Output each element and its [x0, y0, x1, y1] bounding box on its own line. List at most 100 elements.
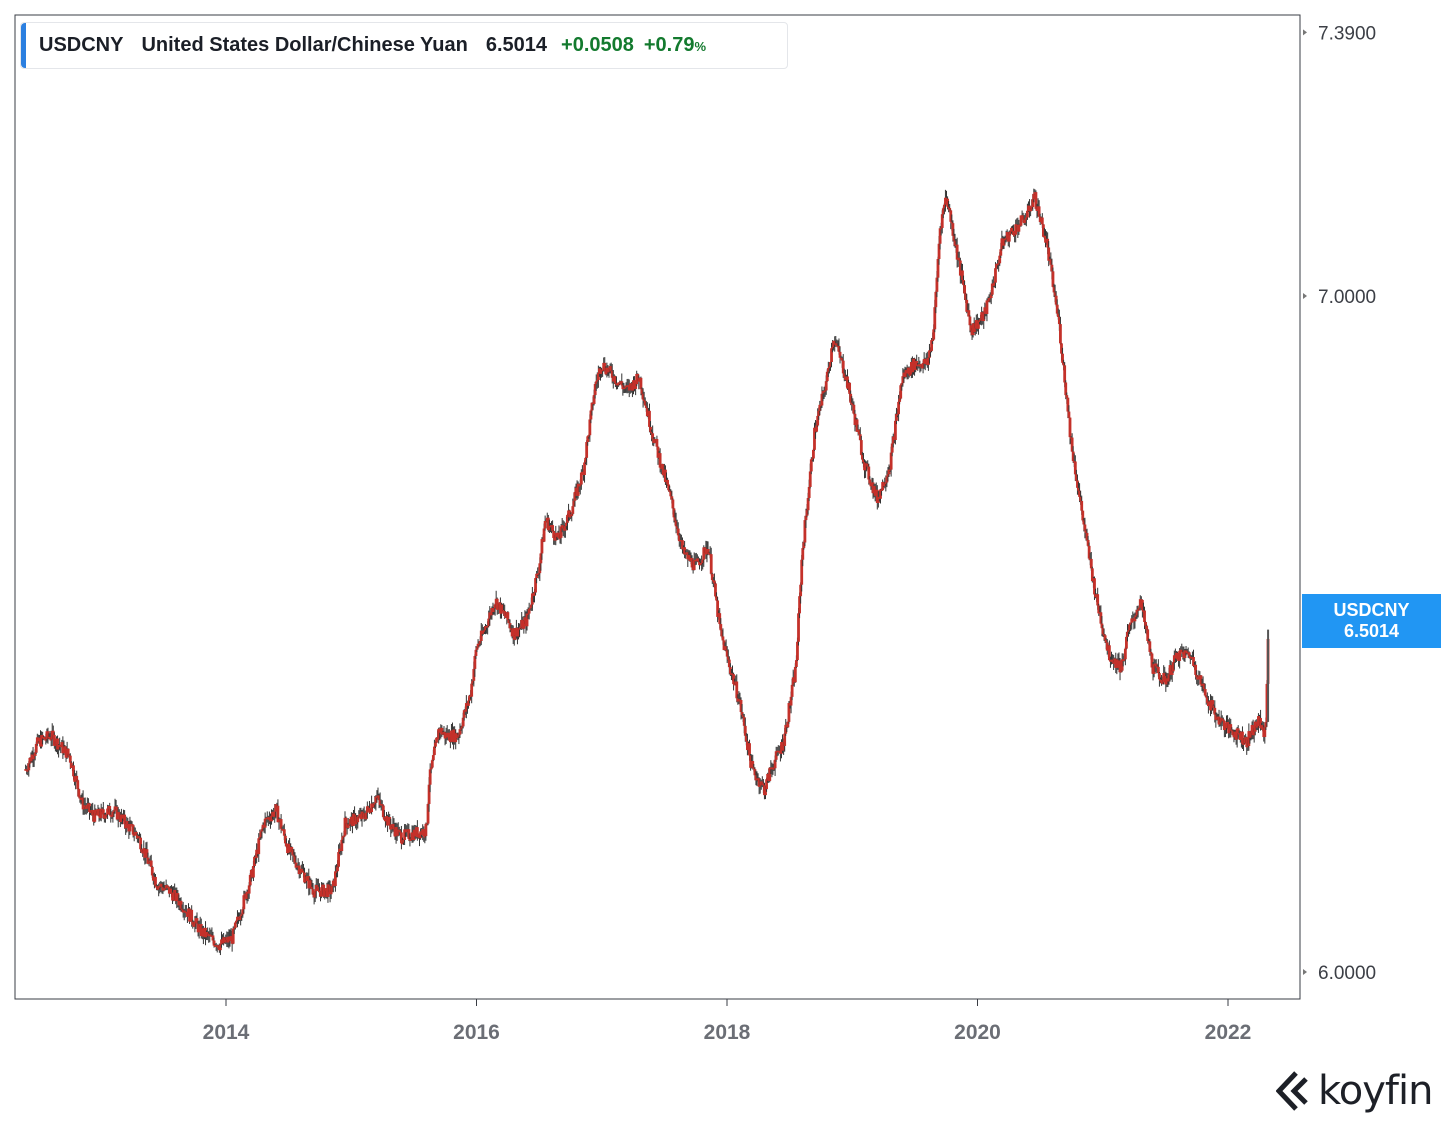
- candle-body: [1264, 722, 1268, 728]
- candle-body: [390, 826, 394, 830]
- candle-body: [1180, 649, 1184, 653]
- candle-body: [977, 321, 980, 329]
- candle-body: [998, 255, 1002, 264]
- candle-body: [634, 384, 638, 389]
- candle-body: [277, 819, 281, 823]
- candle-body: [819, 404, 823, 407]
- candle-body: [176, 893, 180, 901]
- candle-body: [1060, 343, 1063, 354]
- candle-body: [83, 805, 87, 808]
- candle-body: [1143, 610, 1146, 623]
- candle-body: [209, 934, 213, 937]
- candle-body: [713, 580, 716, 584]
- candle-body: [183, 910, 187, 913]
- candle-body: [313, 891, 317, 898]
- candle-body: [1052, 286, 1056, 293]
- candle-body: [799, 584, 803, 597]
- candle-body: [901, 376, 905, 384]
- candle-body: [195, 918, 199, 924]
- candle-body: [718, 613, 722, 625]
- candle-body: [793, 666, 797, 683]
- candle-body: [733, 683, 737, 686]
- candle-body: [979, 319, 982, 321]
- candle-body: [435, 737, 438, 743]
- candle-body: [1087, 545, 1091, 559]
- candle-body: [1021, 215, 1025, 220]
- candle-body: [1202, 683, 1206, 690]
- candle-body: [735, 681, 739, 699]
- candle-body: [1131, 618, 1135, 620]
- candle-body: [138, 836, 141, 838]
- candle-body: [241, 909, 245, 915]
- candle-body: [840, 358, 844, 361]
- candle-body: [989, 294, 993, 299]
- candle-body: [557, 532, 561, 539]
- candle-body: [527, 609, 531, 614]
- candle-body: [365, 806, 369, 813]
- candle-body: [876, 496, 880, 503]
- candle-body: [1123, 648, 1127, 660]
- koyfin-brand[interactable]: koyfin: [1276, 1066, 1433, 1116]
- candle-body: [826, 368, 830, 372]
- legend-last-price: 6.5014: [485, 34, 548, 56]
- candle-body: [937, 243, 941, 259]
- candle-body: [760, 781, 764, 784]
- candle-body: [1158, 673, 1161, 680]
- candle-body: [374, 796, 378, 803]
- candle-body: [846, 376, 849, 389]
- candle-body: [170, 888, 173, 893]
- candle-body: [348, 818, 352, 825]
- candle-body: [1203, 689, 1207, 696]
- candle-body: [955, 244, 959, 260]
- candle-body: [478, 640, 482, 644]
- candle-body: [888, 469, 892, 472]
- candle-body: [848, 382, 852, 394]
- candle-body: [1101, 628, 1105, 634]
- candle-body: [1160, 679, 1163, 683]
- candle-body: [1183, 650, 1187, 659]
- last-price-tag: USDCNY 6.5014: [1302, 594, 1441, 648]
- candle-body: [1162, 673, 1166, 683]
- candle-body: [1081, 510, 1085, 521]
- candle-body: [522, 620, 526, 629]
- candle-body: [566, 514, 569, 523]
- candle-body: [180, 908, 184, 911]
- candle-body: [437, 728, 441, 740]
- candle-body: [130, 823, 134, 826]
- candle-body: [1019, 215, 1023, 226]
- candle-body: [346, 825, 350, 828]
- candle-body: [997, 263, 1001, 265]
- candle-body: [587, 435, 591, 437]
- candle-body: [1078, 490, 1081, 497]
- candle-body: [722, 640, 726, 651]
- candle-body: [193, 921, 197, 927]
- candle-body: [458, 729, 462, 735]
- candle-body: [796, 641, 799, 661]
- candle-body: [1024, 217, 1028, 220]
- candle-body: [823, 390, 827, 392]
- candle-body: [69, 762, 73, 768]
- candle-body: [441, 733, 445, 735]
- candle-body: [719, 624, 723, 631]
- candle-body: [953, 240, 957, 246]
- candle-body: [850, 402, 854, 405]
- candle-body: [104, 815, 107, 819]
- candle-body: [666, 479, 669, 485]
- candle-body: [147, 862, 151, 864]
- candle-body: [1026, 210, 1029, 218]
- candle-body: [461, 717, 465, 727]
- candle-body: [1237, 732, 1241, 735]
- x-tick-label: 2014: [203, 1021, 250, 1044]
- candle-body: [1017, 224, 1021, 232]
- candle-body: [1218, 722, 1222, 725]
- candle-body: [525, 613, 529, 627]
- candle-body: [513, 635, 517, 640]
- candle-body: [429, 767, 433, 770]
- candle-body: [1245, 737, 1249, 748]
- candle-body: [283, 835, 287, 844]
- candle-body: [853, 413, 857, 426]
- candle-body: [1071, 451, 1075, 462]
- candle-body: [263, 818, 267, 828]
- ticker-legend[interactable]: USDCNY United States Dollar/Chinese Yuan…: [20, 22, 788, 69]
